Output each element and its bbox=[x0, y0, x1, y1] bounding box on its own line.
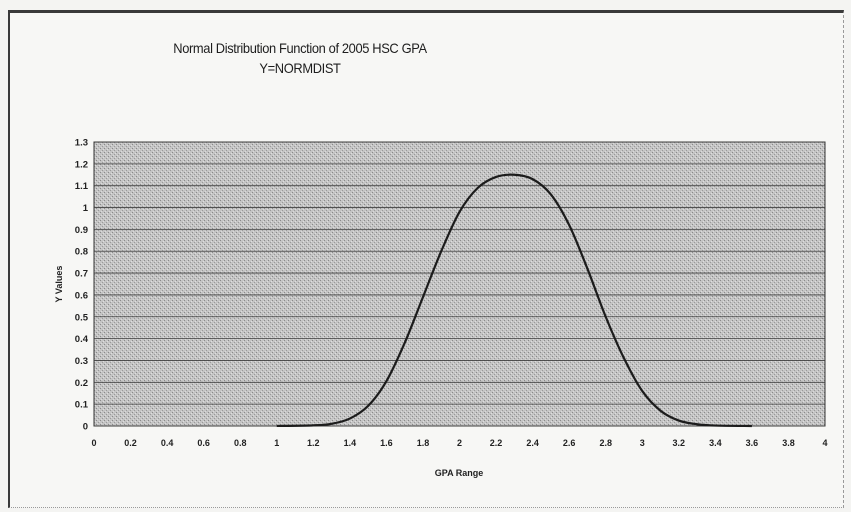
plot-area bbox=[93, 141, 826, 427]
chart-title: Normal Distribution Function of 2005 HSC… bbox=[173, 40, 427, 56]
x-tick-label: 3 bbox=[640, 438, 645, 448]
y-tick-label: 0.8 bbox=[75, 247, 88, 258]
x-tick-label: 3.2 bbox=[673, 438, 686, 448]
x-axis-label: GPA Range bbox=[435, 468, 484, 478]
y-tick-label: 0.9 bbox=[75, 225, 88, 236]
x-tick-label: 0.2 bbox=[124, 438, 137, 448]
normal-distribution-curve bbox=[276, 173, 752, 428]
y-tick-label: 1.2 bbox=[75, 159, 88, 170]
chart-subtitle: Y=NORMDIST bbox=[259, 60, 341, 76]
x-tick-label: 2.4 bbox=[526, 438, 539, 448]
x-tick-label: 1.2 bbox=[307, 438, 320, 448]
y-axis-ticks: 0 0.1 0.2 0.3 0.4 0.5 0.6 0.7 0.8 0.9 1 1.1 1.2 1.3 bbox=[75, 138, 89, 433]
x-axis-ticks: 0 0.2 0.4 0.6 0.8 1 1.2 1.4 1.6 1.8 2 2.2 2.4 2.6 2.8 3… bbox=[91, 438, 827, 448]
y-tick-label: 0.2 bbox=[75, 378, 88, 389]
y-tick-label: 1.3 bbox=[75, 138, 88, 149]
x-tick-label: 1.8 bbox=[417, 438, 430, 448]
gridlines bbox=[94, 141, 825, 427]
y-tick-label: 0.4 bbox=[75, 334, 89, 345]
x-tick-label: 2.8 bbox=[599, 438, 612, 448]
y-tick-label: 0.1 bbox=[75, 400, 89, 411]
x-tick-label: 3.4 bbox=[709, 438, 722, 448]
x-tick-label: 0.4 bbox=[161, 438, 174, 448]
y-tick-label: 1 bbox=[83, 203, 89, 214]
x-tick-label: 0 bbox=[91, 438, 96, 448]
y-tick-label: 0.6 bbox=[75, 290, 88, 301]
x-tick-label: 4 bbox=[822, 438, 827, 448]
x-tick-label: 3.8 bbox=[782, 438, 795, 448]
x-tick-label: 2.2 bbox=[490, 438, 503, 448]
y-tick-label: 0.3 bbox=[75, 356, 88, 367]
x-tick-label: 1.4 bbox=[344, 438, 357, 448]
y-tick-label: 0 bbox=[83, 422, 88, 433]
x-tick-label: 2 bbox=[457, 438, 462, 448]
y-tick-label: 1.1 bbox=[75, 181, 89, 192]
y-tick-label: 0.5 bbox=[75, 312, 89, 323]
x-tick-label: 2.6 bbox=[563, 438, 576, 448]
x-tick-label: 0.8 bbox=[234, 438, 247, 448]
y-tick-label: 0.7 bbox=[75, 269, 88, 280]
y-axis-label: Y Values bbox=[54, 266, 64, 303]
x-tick-label: 0.6 bbox=[197, 438, 210, 448]
x-tick-label: 1 bbox=[274, 438, 279, 448]
x-tick-label: 1.6 bbox=[380, 438, 393, 448]
x-tick-label: 3.6 bbox=[746, 438, 759, 448]
